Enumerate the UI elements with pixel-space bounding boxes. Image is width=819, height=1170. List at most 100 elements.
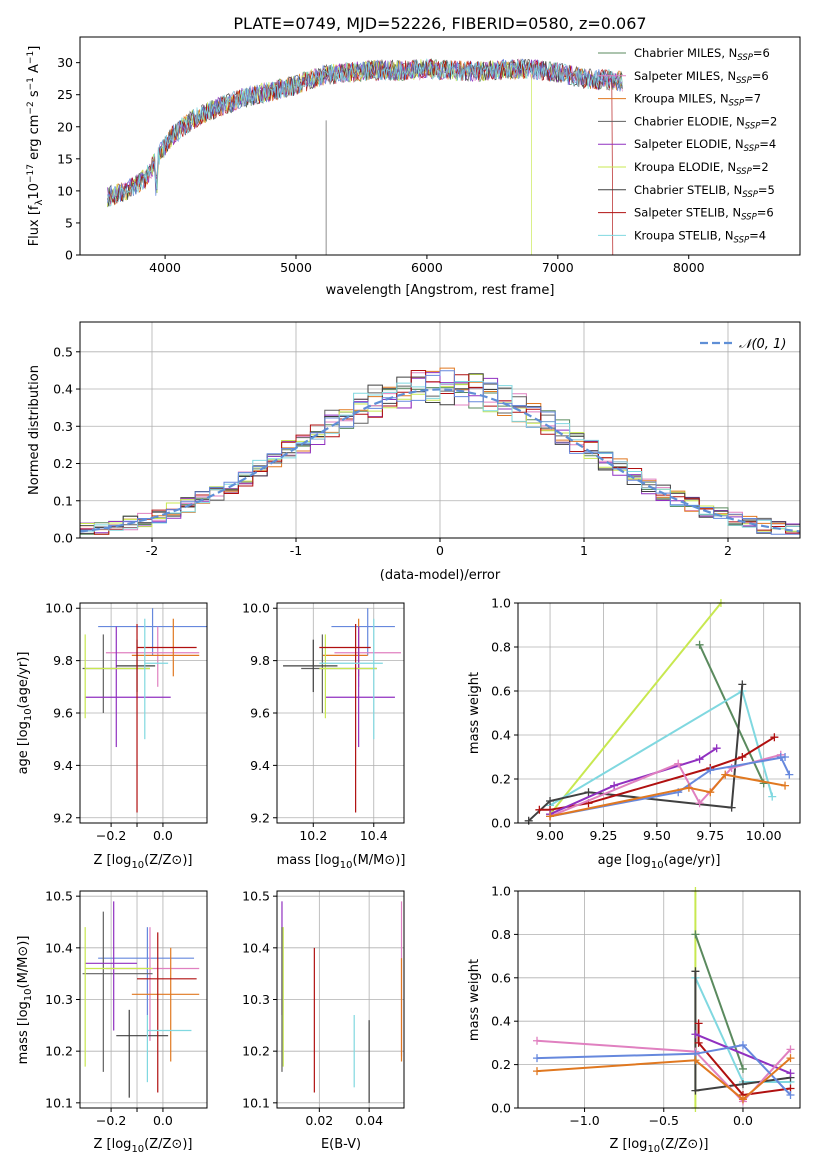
legend-entry: Chabrier ELODIE, NSSP=2 (634, 114, 777, 131)
y-axis-label: mass weight (467, 672, 482, 754)
histogram (80, 381, 800, 532)
x-tick-label: -2 (146, 543, 158, 558)
weight-marker (727, 764, 736, 772)
x-tick-label: 9.50 (643, 828, 671, 843)
weight-line (549, 689, 774, 807)
x-axis-label: (data-model)/error (380, 568, 501, 583)
y-tick-label: 10.5 (242, 889, 270, 904)
x-axis-label: Z [log10(Z/Z⊙)] (610, 1137, 709, 1155)
x-tick-label: 7000 (542, 260, 574, 275)
y-tick-label: 0.2 (491, 772, 511, 787)
weight-marker (738, 1095, 747, 1104)
weight-marker (546, 797, 555, 805)
legend-entry: Kroupa MILES, NSSP=7 (634, 92, 761, 109)
axes-z-mass: −0.2 0.0 10.1 10.2 10.3 10.4 10.5 Z [log10(Z/Z⊙… (16, 889, 208, 1155)
y-axis-label: mass weight (467, 959, 482, 1041)
y-tick-label: 9.2 (250, 810, 270, 825)
y-tick-label: 0.8 (491, 640, 511, 655)
legend-entry: Salpeter ELODIE, NSSP=4 (634, 137, 776, 154)
weight-marker (785, 770, 794, 779)
weight-marker (695, 755, 704, 764)
y-tick-label: 10.4 (242, 940, 270, 955)
y-tick-label: 0.0 (491, 1101, 511, 1116)
plot-area (107, 57, 623, 255)
y-tick-label: 0.6 (491, 684, 511, 699)
axes-residuals: -2 -1 0 1 2 0.0 0.1 0.2 0.3 0.4 0.5 𝒩(0, 1) (data-mo… (27, 321, 801, 583)
x-axis-label: age [log10(age/yr)] (598, 853, 721, 871)
weight-marker (738, 1041, 747, 1050)
x-axis-label: Z [log10(Z/Z⊙)] (94, 1137, 193, 1155)
y-axis-label: Flux [fλ10−17 erg cm−2 s−1 A−1] (26, 46, 45, 247)
weight-marker (674, 759, 683, 768)
y-tick-label: 0.6 (491, 970, 511, 985)
weight-line (536, 1044, 792, 1096)
y-tick-label: 10.1 (45, 1095, 73, 1110)
weight-line (698, 644, 765, 784)
x-tick-label: 1 (580, 543, 588, 558)
spectrum-line (107, 58, 614, 255)
weight-marker (533, 1067, 542, 1076)
x-tick-label: 6000 (411, 260, 443, 275)
x-axis-label: mass [log10(M/M⊙)] (277, 853, 406, 871)
weight-marker (535, 805, 544, 814)
weight-line (549, 756, 786, 818)
weight-marker (584, 788, 593, 797)
x-axis-label: wavelength [Angstrom, rest frame] (326, 283, 555, 298)
y-tick-label: 0.8 (491, 927, 511, 942)
weight-marker (695, 640, 704, 649)
plot-area (79, 367, 801, 535)
weight-marker (712, 744, 721, 753)
figure-title: PLATE=0749, MJD=52226, FIBERID=0580, z=0… (233, 14, 646, 33)
y-tick-label: 0.0 (53, 531, 73, 546)
gaussian-curve (79, 388, 801, 533)
spectrum-line (107, 58, 623, 203)
weight-marker (684, 783, 693, 792)
y-tick-label: 0.4 (53, 382, 73, 397)
weight-marker (781, 781, 790, 790)
x-tick-label: −1.0 (569, 1113, 599, 1128)
x-tick-label: -1 (290, 543, 302, 558)
y-tick-label: 9.8 (250, 653, 270, 668)
plot-area (82, 901, 200, 1098)
y-tick-label: 25 (57, 87, 73, 102)
plot-area (281, 901, 403, 1103)
weight-line (779, 756, 791, 776)
y-tick-label: 20 (57, 119, 73, 134)
axes-ebv: 0.02 0.04 10.1 10.2 10.3 10.4 10.5 E(B-V) (242, 889, 405, 1152)
weight-marker (786, 1090, 795, 1099)
y-tick-label: 10.0 (45, 601, 73, 616)
weight-marker (691, 1030, 700, 1039)
axes-z-weight: −1.0 −0.5 0.0 0.0 0.2 0.4 0.6 0.8 1.0 Z [log10(Z/… (467, 884, 801, 1155)
weight-line (549, 603, 722, 815)
weight-marker (694, 1038, 703, 1047)
y-tick-label: 0.5 (53, 344, 73, 359)
weight-marker (770, 733, 779, 742)
weight-marker (768, 792, 777, 801)
weight-marker (706, 766, 715, 775)
y-axis-label: Normed distribution (27, 365, 42, 495)
x-tick-label: 0.02 (305, 1113, 333, 1128)
y-tick-label: 10.5 (45, 889, 73, 904)
y-tick-label: 15 (57, 151, 73, 166)
weight-marker (738, 1064, 747, 1073)
y-tick-label: 0.0 (491, 816, 511, 831)
x-tick-label: 8000 (673, 260, 705, 275)
axes-spectrum: 4000 5000 6000 7000 8000 0 5 10 15 20 25 30 waveleng… (26, 36, 801, 298)
y-tick-label: 1.0 (491, 596, 511, 611)
x-tick-label: 0.0 (153, 1113, 173, 1128)
y-tick-label: 10.3 (242, 992, 270, 1007)
axes-mass-age: 10.2 10.4 9.2 9.4 9.6 9.8 10.0 mass [log10(M/M⊙… (242, 601, 405, 871)
weight-marker (786, 1045, 795, 1054)
weight-marker (706, 788, 715, 797)
histogram (80, 372, 800, 534)
y-tick-label: 0 (65, 248, 73, 263)
axes-frame (517, 890, 801, 1109)
axes-age-weight: 9.00 9.25 9.50 9.75 10.00 0.0 0.2 0.4 0.6 0.8 1.0 a… (467, 596, 801, 871)
y-tick-label: 9.4 (53, 758, 73, 773)
y-tick-label: 10 (57, 183, 73, 198)
x-tick-label: 0.0 (733, 1113, 753, 1128)
y-tick-label: 10.3 (45, 992, 73, 1007)
y-tick-label: 0.1 (53, 493, 73, 508)
y-tick-label: 9.6 (250, 706, 270, 721)
